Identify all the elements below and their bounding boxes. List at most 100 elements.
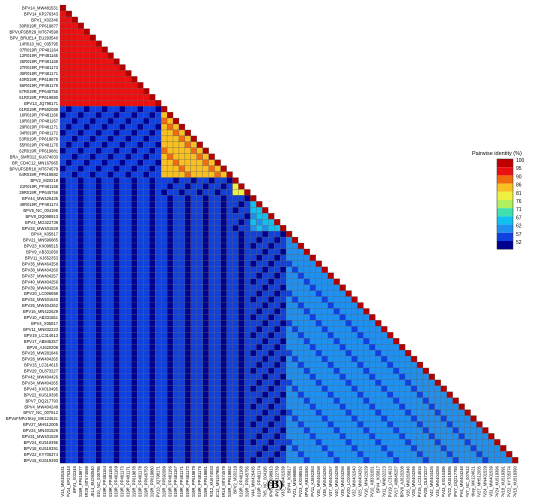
heatmap-cell (125, 373, 132, 380)
heatmap-cell (422, 379, 430, 386)
heatmap-cell (452, 451, 459, 458)
heatmap-cell (321, 415, 328, 422)
heatmap-cell (262, 213, 269, 220)
heatmap-cell (226, 260, 233, 267)
heatmap-cell (375, 361, 382, 369)
heatmap-cell (268, 278, 275, 285)
heatmap-cell (143, 349, 150, 357)
heatmap-cell (107, 52, 114, 59)
heatmap-cell (339, 355, 346, 363)
column-label: BPV14_MW481531 (60, 465, 65, 497)
heatmap-cell (137, 349, 144, 357)
heatmap-cell (244, 361, 251, 369)
heatmap-cell (315, 451, 322, 458)
heatmap-cell (107, 344, 114, 351)
heatmap-cell (95, 100, 102, 107)
heatmap-cell (107, 278, 114, 285)
column-label: 36R019R_PP481171 (126, 465, 131, 497)
heatmap-cell (303, 385, 311, 392)
heatmap-cell (190, 385, 197, 392)
heatmap-cell (345, 355, 352, 363)
heatmap-cell (381, 373, 388, 380)
heatmap-cell (250, 433, 257, 440)
heatmap-cell (178, 349, 186, 357)
heatmap-cell (155, 379, 162, 386)
heatmap-cell (291, 308, 299, 315)
heatmap-cell (95, 111, 102, 119)
heatmap-cell (161, 225, 168, 232)
heatmap-cell (101, 415, 108, 422)
heatmap-cell (321, 290, 328, 297)
heatmap-cell (208, 201, 215, 208)
heatmap-cell (71, 106, 78, 113)
heatmap-cell (303, 278, 311, 285)
heatmap-cell (422, 421, 430, 428)
heatmap-cell (166, 141, 174, 148)
heatmap-cell (196, 391, 203, 398)
legend-tick-label: 71 (516, 207, 522, 213)
heatmap-cell (113, 260, 120, 267)
heatmap-cell (155, 355, 162, 363)
heatmap-cell (107, 320, 114, 327)
heatmap-cell (285, 457, 293, 464)
heatmap-cell (125, 284, 132, 291)
heatmap-cell (214, 326, 221, 333)
heatmap-cell (387, 338, 394, 345)
heatmap-cell (416, 403, 424, 410)
heatmap-cell (196, 349, 203, 357)
heatmap-cell (113, 225, 120, 232)
heatmap-cell (369, 361, 376, 369)
heatmap-cell (250, 236, 257, 244)
heatmap-cell (137, 236, 144, 244)
heatmap-cell (404, 409, 412, 416)
heatmap-cell (321, 457, 328, 464)
heatmap-cell (149, 361, 156, 369)
heatmap-cell (220, 195, 227, 202)
heatmap-cell (303, 260, 311, 267)
heatmap-cell (208, 427, 215, 434)
heatmap-cell (393, 397, 400, 404)
heatmap-cell (399, 445, 406, 452)
heatmap-cell (155, 338, 162, 345)
heatmap-cell (172, 177, 180, 184)
heatmap-cell (280, 349, 287, 357)
heatmap-cell (113, 213, 120, 220)
heatmap-cell (208, 332, 215, 339)
heatmap-cell (172, 373, 180, 380)
heatmap-cell (59, 165, 67, 172)
heatmap-cell (89, 254, 96, 261)
column-label: BPV40_MW404259 (334, 465, 339, 497)
heatmap-cell (321, 373, 328, 380)
heatmap-cell (119, 213, 126, 220)
heatmap-cell (184, 207, 192, 214)
heatmap-cell (59, 260, 67, 267)
heatmap-cell (446, 439, 453, 446)
heatmap-cell (321, 433, 328, 440)
heatmap-cell (172, 147, 180, 154)
heatmap-cell (357, 338, 364, 345)
heatmap-cell (309, 338, 316, 345)
heatmap-cell (268, 433, 275, 440)
heatmap-cell (297, 332, 305, 339)
heatmap-cell (143, 219, 150, 226)
heatmap-cell (363, 326, 370, 333)
heatmap-cell (214, 296, 221, 303)
heatmap-cell (131, 403, 138, 410)
heatmap-cell (59, 302, 67, 309)
heatmap-cell (196, 427, 203, 434)
column-label: BPV31_MW401539 (489, 465, 494, 497)
heatmap-cell (89, 171, 96, 178)
heatmap-cell (155, 308, 162, 315)
heatmap-cell (149, 183, 156, 190)
heatmap-cell (65, 159, 73, 166)
heatmap-cell (214, 445, 221, 452)
heatmap-cell (107, 379, 114, 386)
heatmap-cell (297, 248, 305, 256)
heatmap-cell (77, 284, 84, 291)
heatmap-cell (297, 391, 305, 398)
heatmap-cell (119, 361, 126, 369)
heatmap-cell (166, 230, 174, 238)
heatmap-cell (280, 445, 287, 452)
heatmap-cell (268, 302, 275, 309)
heatmap-cell (131, 117, 138, 125)
